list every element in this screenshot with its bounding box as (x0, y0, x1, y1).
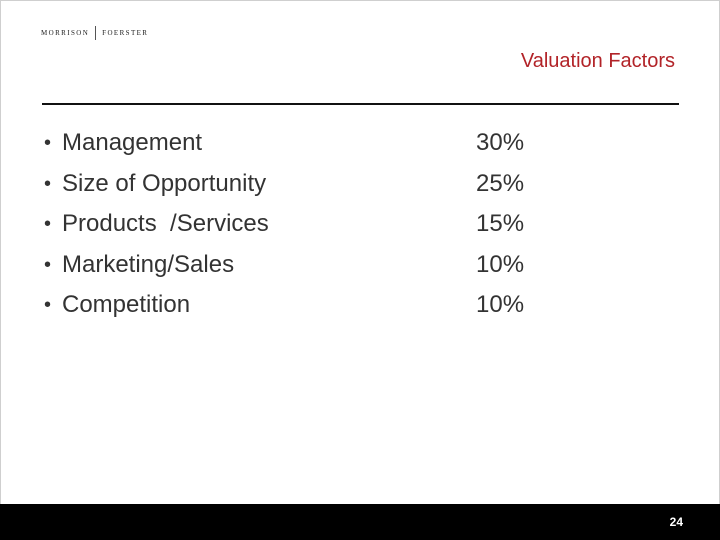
factor-label: Marketing/Sales (62, 250, 235, 278)
title-divider (42, 103, 679, 105)
logo-text-morrison: MORRISON (41, 29, 90, 37)
bullet-icon: • (44, 213, 52, 235)
factor-label: Size of Opportunity (62, 169, 267, 197)
factor-label: Management (62, 129, 203, 156)
factor-label: Products /Services (62, 210, 269, 237)
factor-percent: 30% (476, 129, 525, 156)
factor-percent: 10% (476, 291, 525, 318)
bullet-icon: • (44, 132, 52, 154)
percent-list: 30% 25% 15% 10% 10% (476, 123, 524, 326)
factor-percent: 15% (476, 210, 525, 237)
slide-title: Valuation Factors (520, 50, 675, 72)
factor-item: • Competition (44, 285, 269, 326)
factor-item: • Size of Opportunity (44, 164, 269, 205)
factor-item: • Management (44, 123, 269, 164)
company-logo: MORRISON FOERSTER (41, 26, 148, 40)
factor-item: • Products /Services (44, 204, 269, 245)
factor-percent: 25% (476, 169, 525, 197)
factor-percent: 10% (476, 250, 525, 278)
factor-item: • Marketing/Sales (44, 245, 269, 286)
bullet-icon: • (44, 172, 52, 195)
page-number: 24 (669, 515, 683, 529)
footer-bar: 24 (0, 504, 720, 540)
factor-label: Competition (62, 291, 191, 318)
factor-list: • Management • Size of Opportunity • Produc… (44, 123, 269, 326)
logo-text-foerster: FOERSTER (102, 29, 149, 37)
logo-divider (95, 26, 97, 40)
bullet-icon: • (44, 253, 52, 276)
bullet-icon: • (44, 294, 52, 316)
